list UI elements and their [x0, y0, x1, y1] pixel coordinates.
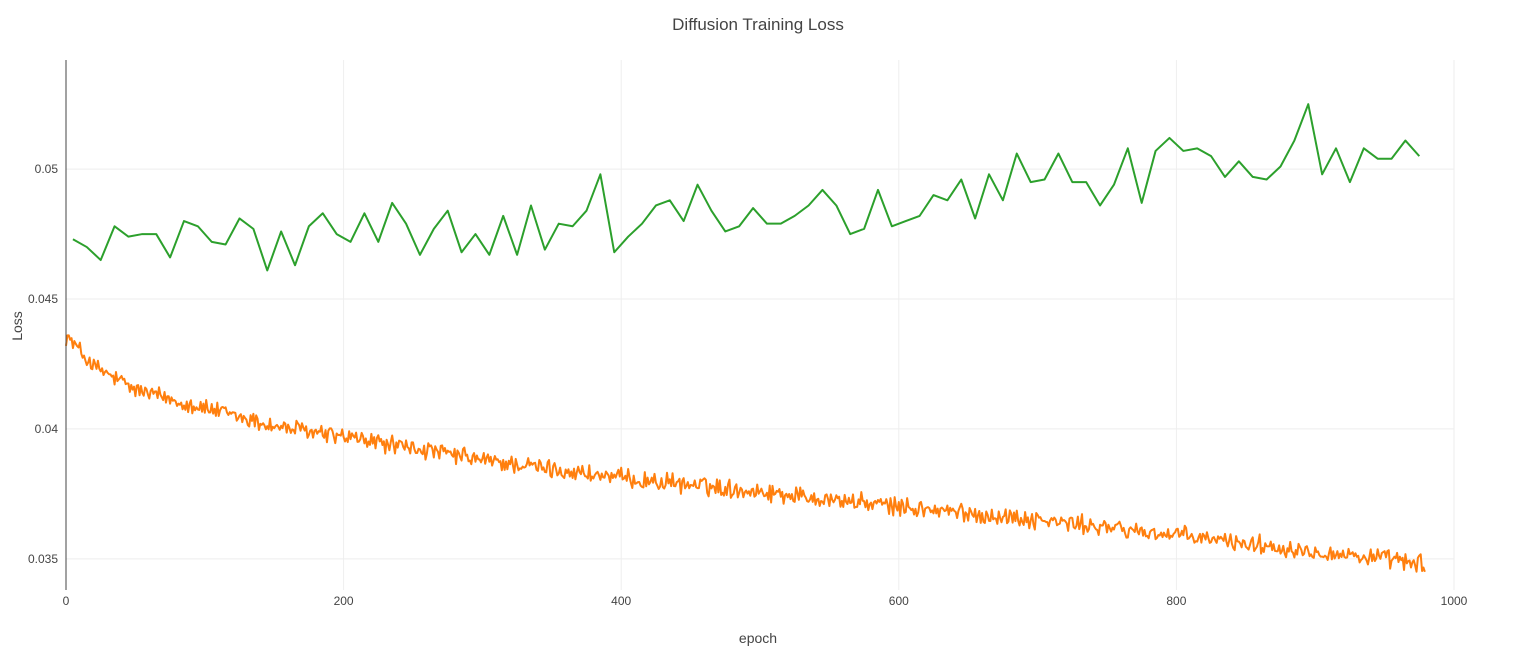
- x-tick-label: 1000: [1441, 594, 1468, 608]
- x-tick-label: 400: [611, 594, 631, 608]
- x-axis-ticks: 0 200 400 600 800 1000: [63, 594, 1468, 608]
- y-axis-title: Loss: [9, 311, 25, 341]
- series-line-1: [72, 103, 1421, 272]
- series-layer: [65, 103, 1426, 573]
- series-line-0: [65, 334, 1426, 573]
- y-tick-label: 0.045: [28, 292, 58, 306]
- x-axis-title: epoch: [739, 630, 777, 646]
- x-tick-label: 600: [889, 594, 909, 608]
- chart-title: Diffusion Training Loss: [672, 15, 844, 34]
- y-tick-label: 0.05: [35, 162, 59, 176]
- grid-lines: [66, 60, 1455, 590]
- x-tick-label: 0: [63, 594, 70, 608]
- x-tick-label: 800: [1166, 594, 1186, 608]
- y-tick-label: 0.04: [35, 422, 59, 436]
- y-tick-label: 0.035: [28, 552, 58, 566]
- x-tick-label: 200: [334, 594, 354, 608]
- y-axis-ticks: 0.035 0.04 0.045 0.05: [28, 162, 58, 566]
